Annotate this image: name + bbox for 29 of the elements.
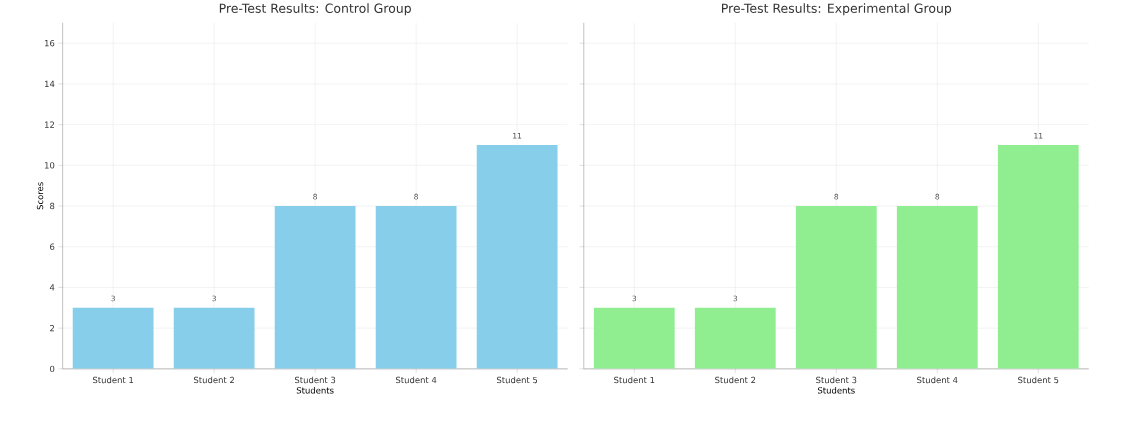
y-tick-label: 14 (45, 80, 55, 87)
bar (173, 307, 255, 369)
x-tick-label: Student 5 (496, 376, 538, 384)
x-axis-title: Students (296, 386, 334, 394)
y-tick-label: 4 (49, 284, 55, 291)
x-tick-label: Student 5 (1018, 376, 1059, 384)
bar (72, 307, 154, 369)
y-axis-title: Scores (36, 182, 44, 210)
y-tick-label: 6 (50, 243, 55, 250)
bar (476, 144, 558, 369)
x-tick-label: Student 2 (193, 376, 234, 384)
bar (274, 205, 356, 369)
y-tick-label: 16 (45, 39, 55, 47)
y-tick-label: 12 (45, 121, 55, 128)
y-tick-label: 8 (50, 202, 55, 210)
x-axis-title: Students (817, 386, 855, 394)
chart-title: Pre-Test Results: Experimental Group (722, 3, 952, 16)
x-tick-label: Student 4 (395, 376, 437, 384)
y-tick-label: 2 (50, 324, 55, 332)
bar (375, 205, 457, 369)
chart-title: Pre-Test Results: Control Group (219, 3, 411, 16)
x-tick-label: Student 4 (917, 376, 958, 384)
x-tick-label: Student 3 (816, 376, 857, 384)
y-tick-label: 10 (45, 162, 55, 169)
x-tick-label: Student 3 (294, 376, 336, 384)
x-tick-label: Student 1 (614, 376, 655, 384)
x-tick-label: Student 2 (715, 376, 756, 384)
x-tick-label: Student 1 (92, 376, 134, 384)
y-tick-label: 0 (50, 365, 55, 373)
